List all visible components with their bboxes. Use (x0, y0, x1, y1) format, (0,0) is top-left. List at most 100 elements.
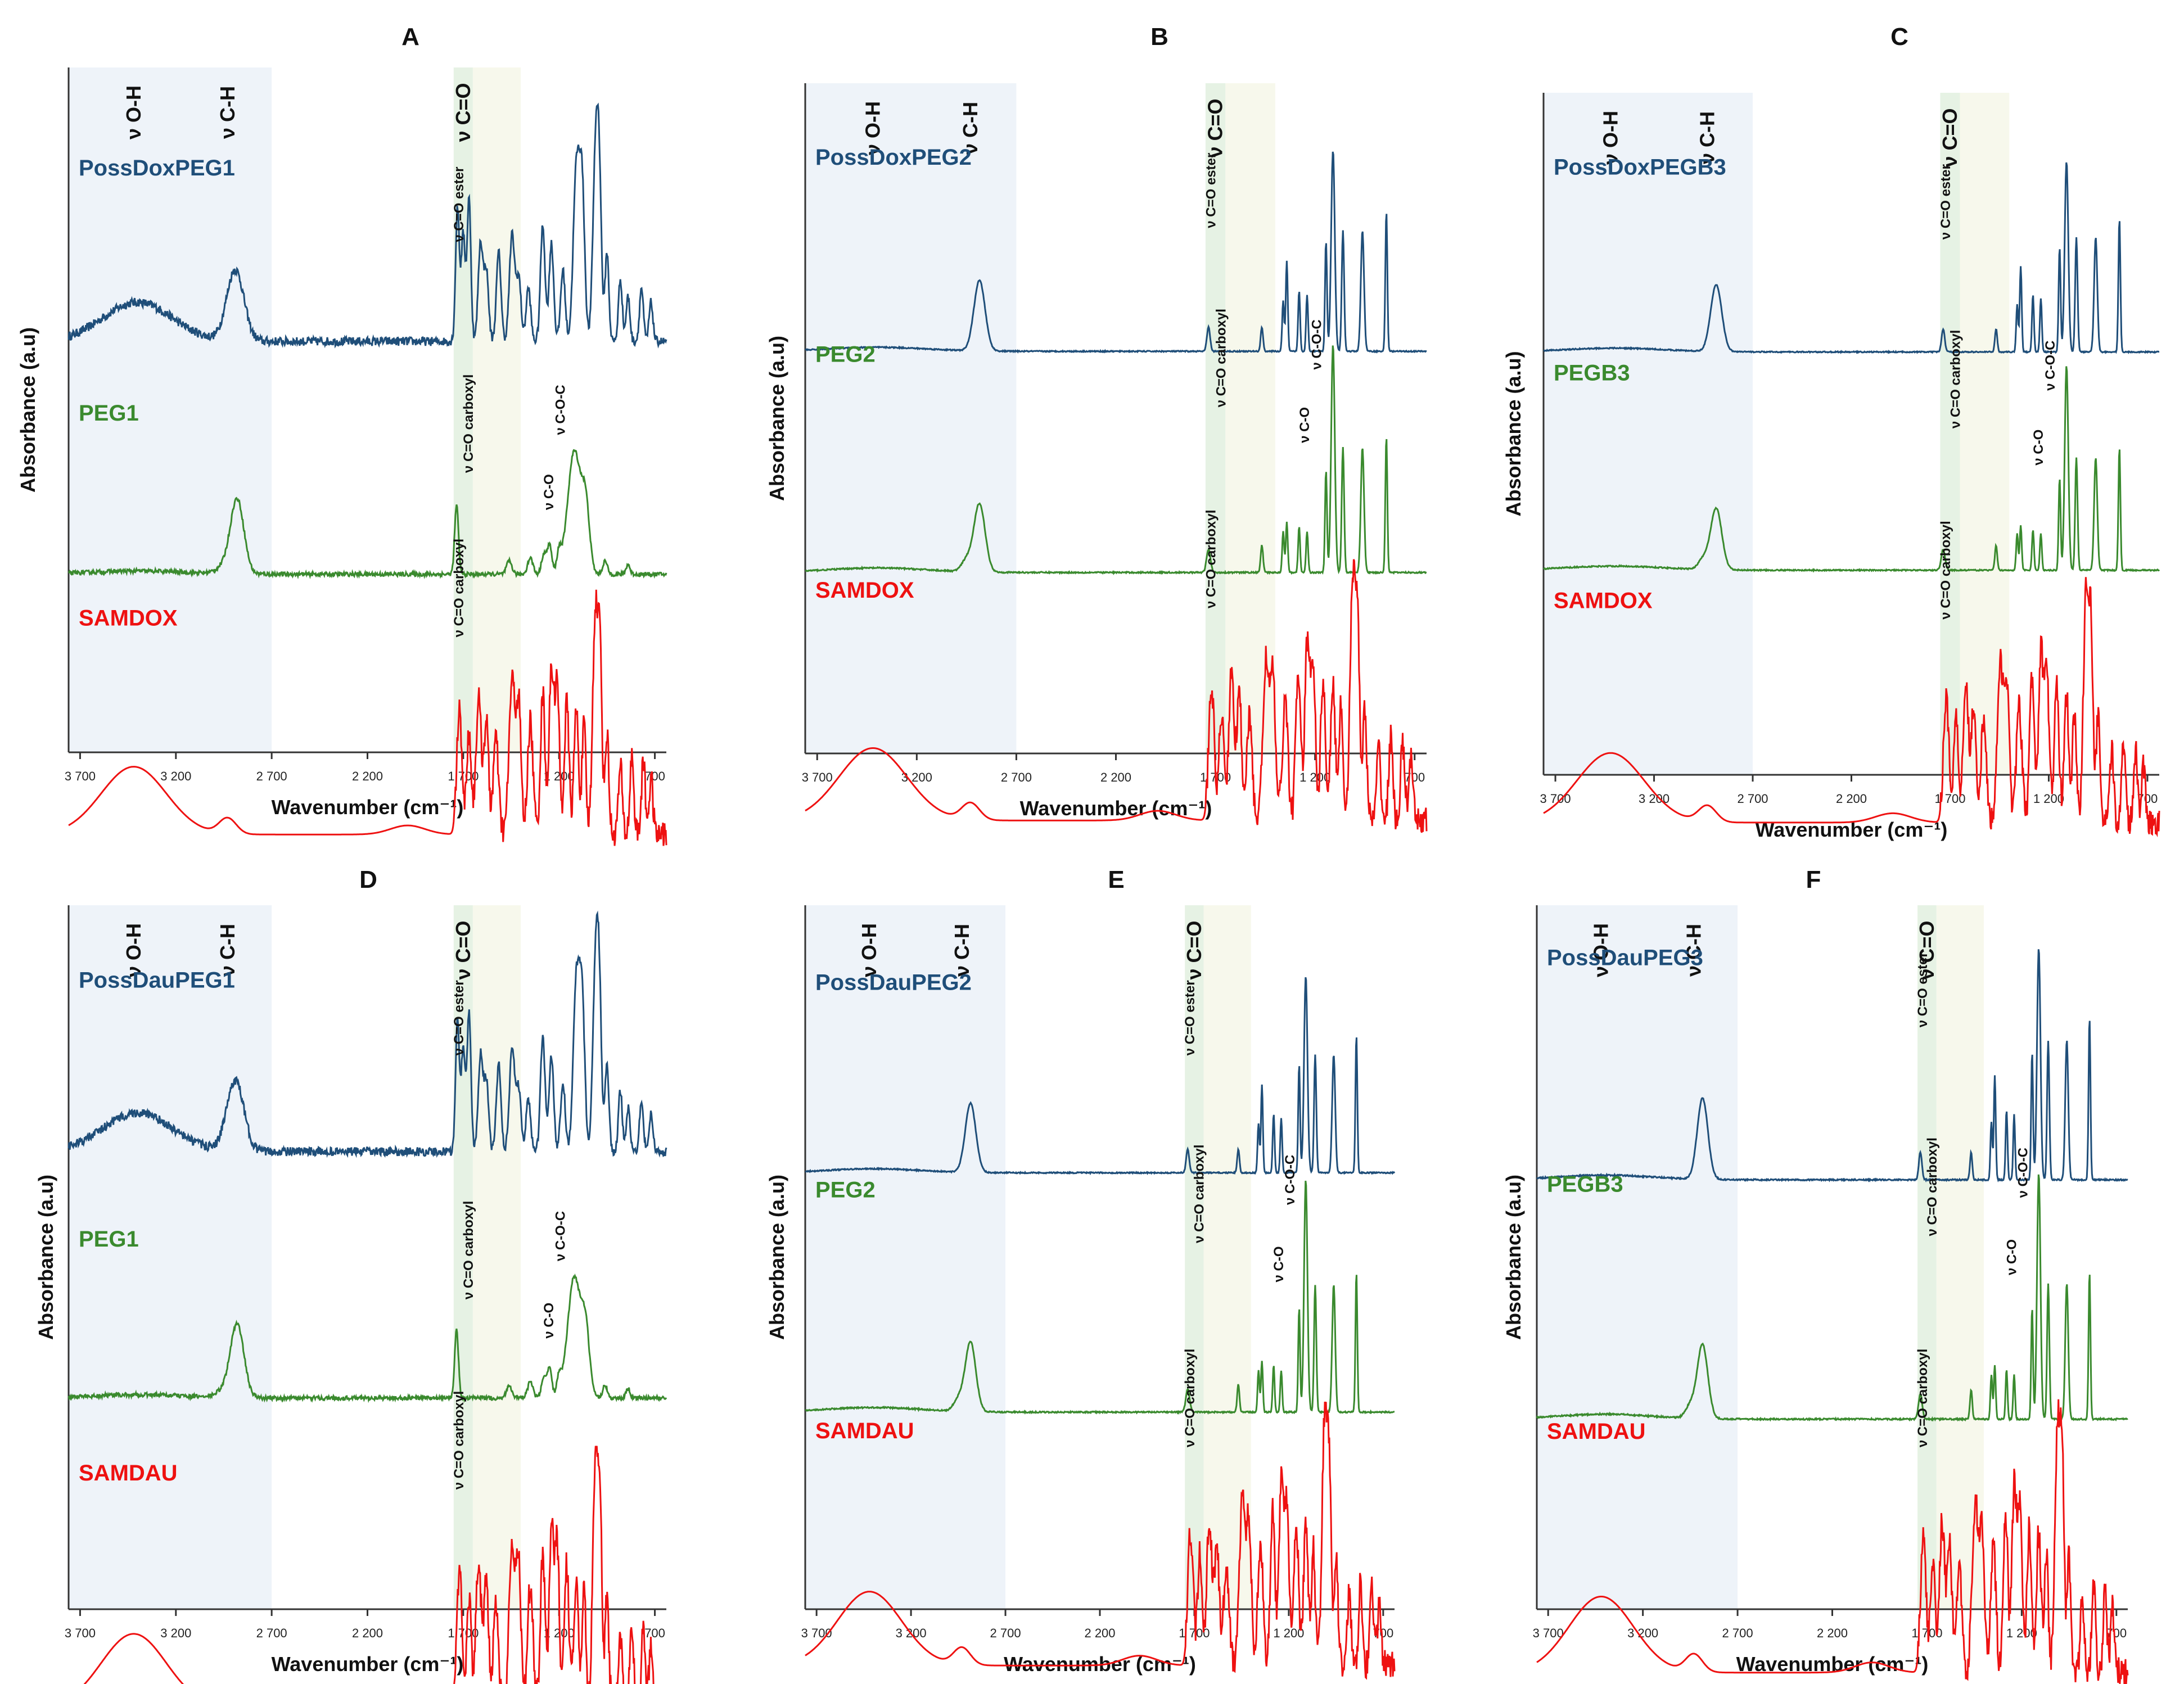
series-label-mid: PEG1 (79, 401, 139, 426)
y-axis-label: Absorbance (a.u) (1502, 351, 1525, 516)
annotation-co-carboxyl: ν C=O carboxyl (1213, 309, 1229, 407)
spectrum-bottom (805, 1401, 1396, 1680)
x-tick-label: 2 200 (1836, 792, 1867, 806)
annotation-c-o-c: ν C-O-C (1283, 1155, 1298, 1205)
annotation-c-o-c: ν C-O-C (553, 385, 568, 435)
x-tick-label: 2 200 (1817, 1626, 1848, 1640)
x-tick-label: 700 (2106, 1626, 2127, 1640)
panel-a: 3 700 3 200 2 700 2 200 1 700 1 200 700AWavenu… (16, 23, 667, 846)
band-label: ν O-H (861, 101, 884, 155)
series-label-bottom: SAMDAU (815, 1419, 914, 1443)
band-label: ν C-H (1682, 924, 1705, 977)
oh-ch-band-shade (69, 905, 272, 1609)
panel-letter: F (1806, 866, 1821, 893)
x-tick-label: 2 200 (352, 769, 383, 783)
spectrum-top (805, 151, 1427, 354)
y-axis-label: Absorbance (a.u) (765, 336, 788, 501)
x-tick-label: 2 700 (1737, 792, 1768, 806)
series-label-top: PossDauPEG2 (815, 970, 972, 995)
annotation-co-ester: ν C=O ester (452, 980, 467, 1055)
x-tick-label: 700 (644, 1626, 665, 1640)
x-tick-label: 3 700 (65, 1626, 96, 1640)
panel-letter: E (1108, 866, 1124, 893)
x-tick-label: 2 700 (990, 1626, 1021, 1640)
x-tick-label: 3 200 (1627, 1626, 1658, 1640)
annotation-c-o: ν C-O (542, 1303, 557, 1339)
oh-ch-band-shade (1537, 905, 1738, 1609)
band-label: ν C=O (452, 83, 475, 142)
series-label-mid: PEG2 (815, 342, 876, 367)
spectrum-bottom (68, 589, 667, 846)
co-band-shade (1940, 93, 1960, 775)
y-axis-label: Absorbance (a.u) (34, 1175, 57, 1340)
series-label-mid: PEG1 (79, 1227, 139, 1252)
x-tick-label: 3 700 (802, 770, 833, 784)
series-label-top: PossDoxPEGB3 (1554, 155, 1726, 179)
series-label-mid: PEGB3 (1547, 1172, 1623, 1197)
co-band-shade (1185, 905, 1204, 1609)
y-axis-label: Absorbance (a.u) (765, 1175, 788, 1340)
x-tick-label: 2 700 (256, 769, 287, 783)
band-label: ν O-H (1599, 111, 1622, 165)
series-label-top: PossDauPEG1 (79, 968, 235, 993)
band-label: ν C-H (959, 102, 982, 155)
annotation-co-ester: ν C=O ester (1204, 153, 1219, 228)
annotation-c-o: ν C-O (2004, 1239, 2019, 1275)
oh-ch-band-shade (1544, 93, 1753, 775)
band-label: ν C=O (1938, 108, 1961, 167)
x-tick-label: 2 700 (1001, 770, 1032, 784)
band-label: ν O-H (122, 85, 145, 139)
annotation-co-ester: ν C=O ester (1938, 164, 1953, 240)
x-tick-label: 3 700 (65, 769, 96, 783)
annotation-co-carboxyl-sam: ν C=O carboxyl (1915, 1349, 1930, 1447)
oh-ch-band-shade (69, 67, 272, 752)
spectrum-mid (805, 345, 1427, 575)
x-axis-label: Wavenumber (cm⁻¹) (272, 1653, 464, 1676)
oh-ch-band-shade (805, 83, 1017, 753)
band-label: ν C=O (1183, 920, 1206, 979)
annotation-co-carboxyl-sam: ν C=O carboxyl (1204, 510, 1219, 608)
annotation-co-carboxyl: ν C=O carboxyl (1192, 1145, 1207, 1243)
annotation-c-o: ν C-O (1271, 1247, 1287, 1283)
annotation-c-o-c: ν C-O-C (2043, 341, 2058, 391)
annotation-co-carboxyl-sam: ν C=O carboxyl (1183, 1349, 1198, 1447)
spectrum-top (67, 102, 667, 349)
panel-b: 3 700 3 200 2 700 2 200 1 700 1 200 700BWavenu… (765, 23, 1428, 833)
band-label: ν C=O (1915, 920, 1938, 979)
spectrum-mid (805, 1180, 1395, 1415)
panel-e: 3 700 3 200 2 700 2 200 1 700 1 200 700EWavenu… (765, 866, 1396, 1680)
fingerprint-band-shade (472, 67, 521, 752)
x-tick-label: 3 200 (160, 769, 191, 783)
panel-letter: D (359, 866, 377, 893)
fingerprint-band-shade (1225, 83, 1275, 753)
x-tick-label: 3 700 (1533, 1626, 1564, 1640)
annotation-co-carboxyl: ν C=O carboxyl (461, 1201, 476, 1299)
annotation-co-carboxyl: ν C=O carboxyl (1948, 330, 1964, 428)
annotation-co-carboxyl-sam: ν C=O carboxyl (452, 539, 467, 637)
annotation-co-carboxyl-sam: ν C=O carboxyl (452, 1391, 467, 1489)
spectrum-mid (67, 449, 667, 580)
band-label: ν C-H (950, 924, 973, 977)
band-label: ν O-H (858, 923, 881, 977)
spectrum-top (1543, 162, 2160, 354)
annotation-co-ester: ν C=O ester (452, 167, 467, 242)
fingerprint-band-shade (1936, 905, 1984, 1609)
series-label-mid: PEGB3 (1554, 361, 1630, 386)
annotation-co-carboxyl: ν C=O carboxyl (1925, 1137, 1940, 1236)
band-label: ν C-H (1695, 111, 1718, 164)
series-label-bottom: SAMDOX (1554, 589, 1653, 613)
annotation-c-o: ν C-O (2031, 430, 2046, 466)
panel-letter: A (401, 23, 419, 51)
co-band-shade (1205, 83, 1226, 753)
series-label-top: PossDoxPEG2 (815, 145, 972, 170)
band-label: ν O-H (122, 923, 145, 977)
spectrum-top (805, 977, 1396, 1176)
series-label-bottom: SAMDOX (815, 578, 914, 603)
annotation-c-o: ν C-O (1297, 407, 1312, 443)
annotation-co-carboxyl-sam: ν C=O carboxyl (1938, 521, 1953, 619)
oh-ch-band-shade (805, 905, 1006, 1609)
panel-letter: B (1150, 23, 1168, 51)
spectrum-bottom (83, 1446, 655, 1684)
band-label: ν C-H (216, 924, 239, 977)
series-label-top: PossDoxPEG1 (79, 156, 235, 180)
